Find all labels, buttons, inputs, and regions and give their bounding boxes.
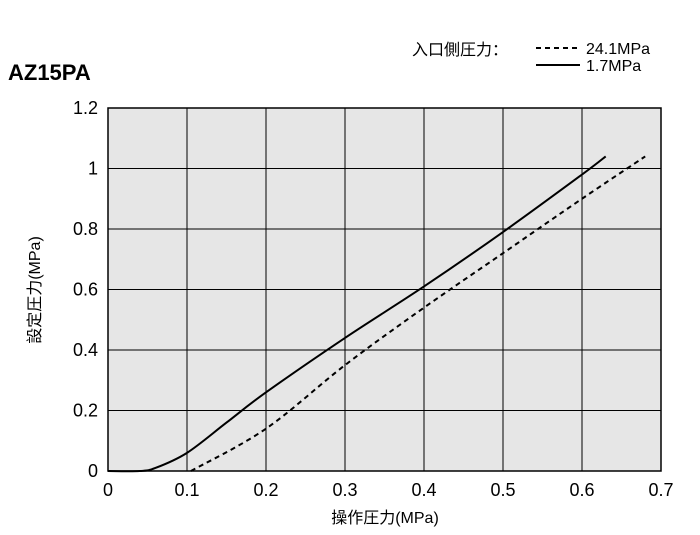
chart-title: AZ15PA <box>8 60 91 85</box>
x-tick-label: 0.4 <box>411 480 436 500</box>
series-line-solid <box>107 155 607 473</box>
x-tick-label: 0.7 <box>648 480 673 500</box>
plot-area: 0 0.1 0.2 0.3 0.4 0.5 0.6 0.7 0 0.2 0.4 0.6 0.8 1 1.2 <box>73 98 674 500</box>
y-axis-label: 設定圧力(MPa) <box>26 236 44 344</box>
y-tick-label: 0.2 <box>73 401 98 421</box>
y-tick-label: 0 <box>88 461 98 481</box>
x-tick-label: 0.2 <box>253 480 278 500</box>
y-tick-label: 0.4 <box>73 340 98 360</box>
x-tick-label: 0.5 <box>490 480 515 500</box>
y-tick-label: 0.8 <box>73 219 98 239</box>
y-tick-label: 1 <box>88 159 98 179</box>
x-tick-label: 0.6 <box>569 480 594 500</box>
x-axis-label: 操作圧力(MPa) <box>331 509 439 527</box>
x-tick-label: 0.1 <box>174 480 199 500</box>
y-tick-label: 1.2 <box>73 98 98 118</box>
series-line-dashed <box>190 155 646 472</box>
y-tick-label: 0.6 <box>73 280 98 300</box>
plot-frame <box>107 107 662 472</box>
legend-label: 24.1MPa <box>586 41 650 58</box>
legend-label: 1.7MPa <box>586 58 641 75</box>
legend-title: 入口側圧力： <box>412 41 508 59</box>
x-tick-label: 0.3 <box>332 480 357 500</box>
x-tick-label: 0 <box>103 480 113 500</box>
